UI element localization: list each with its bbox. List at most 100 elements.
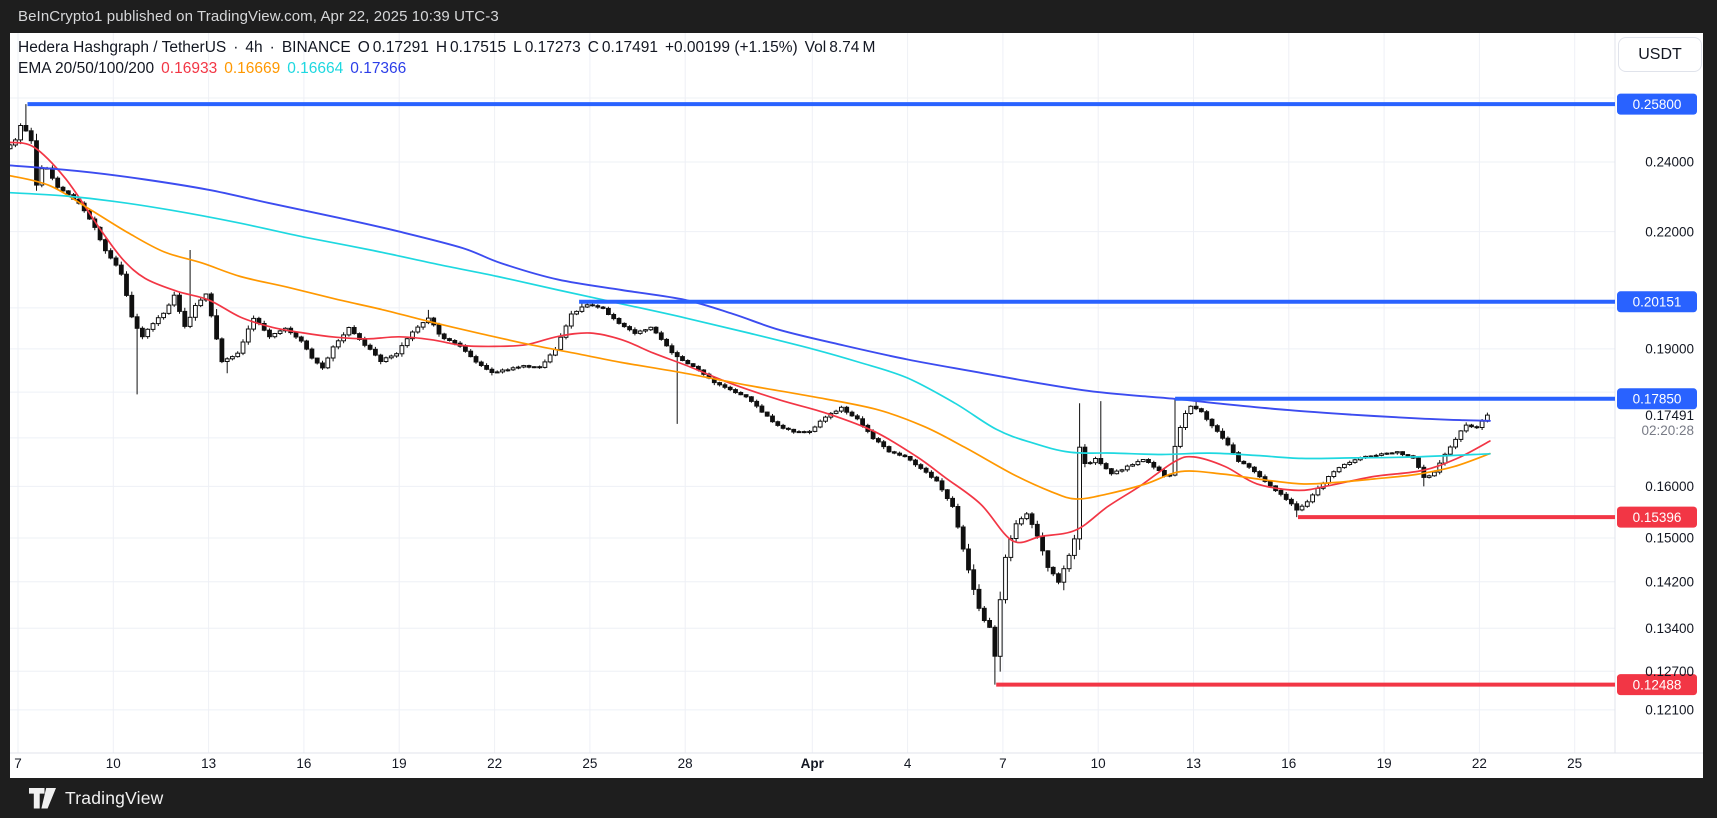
candle-up [410, 331, 415, 340]
candle-down [55, 177, 61, 188]
candle-down [267, 329, 272, 338]
separator-dot: · [269, 39, 275, 56]
candle-down [484, 365, 490, 370]
y-axis-tick-label: 0.13400 [1645, 621, 1694, 636]
candle-down [1193, 405, 1199, 410]
candle-down [436, 324, 442, 335]
candles-group [10, 104, 1490, 685]
y-axis-tick-label: 0.15000 [1645, 531, 1694, 546]
candle-down [489, 368, 495, 373]
ema200-value: 0.17366 [350, 60, 407, 77]
candle-up [531, 366, 537, 369]
candle-up [1352, 459, 1358, 463]
candle-up [833, 410, 839, 414]
price-label-text: 0.17850 [1633, 392, 1682, 407]
candle-down [1252, 466, 1257, 473]
candle-up [245, 328, 251, 343]
candle-up [823, 416, 828, 422]
candle-down [1236, 452, 1241, 462]
candle-up [394, 353, 400, 357]
price-scale-currency-button[interactable]: USDT [1618, 37, 1702, 72]
candle-up [1072, 538, 1077, 556]
candle-up [558, 336, 564, 350]
candle-up [584, 304, 590, 308]
candle-down [23, 125, 29, 132]
candle-up [155, 317, 161, 325]
candle-up [1463, 424, 1469, 432]
interval-label[interactable]: 4h [245, 39, 263, 56]
ema50-line[interactable] [10, 174, 1491, 500]
horizontal-rays-group[interactable] [27, 102, 1616, 687]
price-label-text: 0.25800 [1633, 97, 1682, 112]
candle-up [1479, 420, 1485, 429]
candle-down [653, 326, 659, 334]
y-axis-tick-label: 0.14200 [1645, 575, 1694, 590]
price-chart[interactable]: 0.25800 0.20151 0.17850 0.15396 0.12488 0.240… [10, 33, 1703, 778]
candle-up [1124, 465, 1130, 471]
candle-up [240, 341, 246, 354]
candle-down [1082, 446, 1088, 465]
candle-up [272, 333, 278, 338]
candle-down [907, 456, 913, 461]
tradingview-logo[interactable]: TradingView [29, 787, 164, 809]
candle-up [404, 338, 410, 347]
candle-down [664, 338, 670, 347]
candle-up [812, 426, 818, 432]
price-label-pill-0.25800 [1617, 93, 1697, 115]
candle-down [1474, 426, 1480, 429]
frame-right-edge [1703, 33, 1717, 778]
candle-up [1087, 462, 1093, 465]
candle-up [198, 299, 204, 307]
candle-down [1267, 480, 1273, 487]
candle-down [1241, 460, 1247, 465]
x-axis-tick-label: 25 [582, 756, 597, 771]
candle-down [770, 415, 775, 423]
candle-up [235, 352, 241, 358]
candle-down [1405, 454, 1411, 457]
price-label-pill-0.17850 [1617, 388, 1697, 410]
candle-down [759, 405, 765, 413]
y-axis-tick-label: 0.12700 [1645, 664, 1694, 679]
candle-down [134, 316, 140, 329]
candle-up [415, 326, 421, 333]
candle-down [1056, 573, 1061, 583]
candle-down [1209, 418, 1215, 427]
candle-down [103, 239, 108, 252]
candle-up [388, 355, 394, 359]
x-axis-tick-label: 16 [1281, 756, 1296, 771]
candle-down [219, 338, 225, 363]
candle-down [960, 526, 966, 550]
candle-down [129, 294, 135, 318]
candle-down [791, 428, 797, 433]
ema-legend-label[interactable]: EMA 20/50/100/200 [18, 60, 155, 77]
candle-up [1336, 467, 1342, 473]
candle-up [1066, 554, 1072, 570]
x-axis-tick-label: 4 [904, 756, 912, 771]
ema200-line[interactable] [10, 164, 1491, 422]
candle-up [166, 304, 172, 314]
candle-down [473, 356, 479, 363]
ohlc-low-value: 0.17273 [524, 39, 581, 56]
candle-up [1077, 446, 1082, 540]
candle-down [1045, 550, 1051, 568]
candle-up [187, 316, 193, 327]
candle-down [1294, 503, 1300, 511]
candle-up [1373, 454, 1379, 457]
candle-down [1040, 535, 1045, 552]
tradingview-logo-text: TradingView [65, 787, 164, 808]
ema100-line[interactable] [10, 191, 1491, 460]
candle-down [886, 446, 892, 453]
exchange-label[interactable]: BINANCE [281, 39, 351, 56]
time-scale-axis[interactable]: 7 10 13 16 19 22 25 28 Apr 4 7 10 13 16 19 22 25 [14, 756, 1582, 771]
candle-down [60, 186, 66, 192]
ema20-line[interactable] [10, 141, 1491, 544]
x-axis-tick-label: 7 [14, 756, 22, 771]
candle-down [934, 476, 940, 482]
candle-down [913, 459, 918, 466]
symbol-name[interactable]: Hedera Hashgraph / TetherUS [18, 39, 227, 56]
x-axis-tick-label: 28 [678, 756, 693, 771]
candle-up [1458, 430, 1464, 440]
candle-down [1416, 457, 1421, 468]
candle-up [796, 431, 802, 434]
price-scale-axis[interactable]: 0.25800 0.20151 0.17850 0.15396 0.12488 0.240… [1617, 93, 1697, 718]
